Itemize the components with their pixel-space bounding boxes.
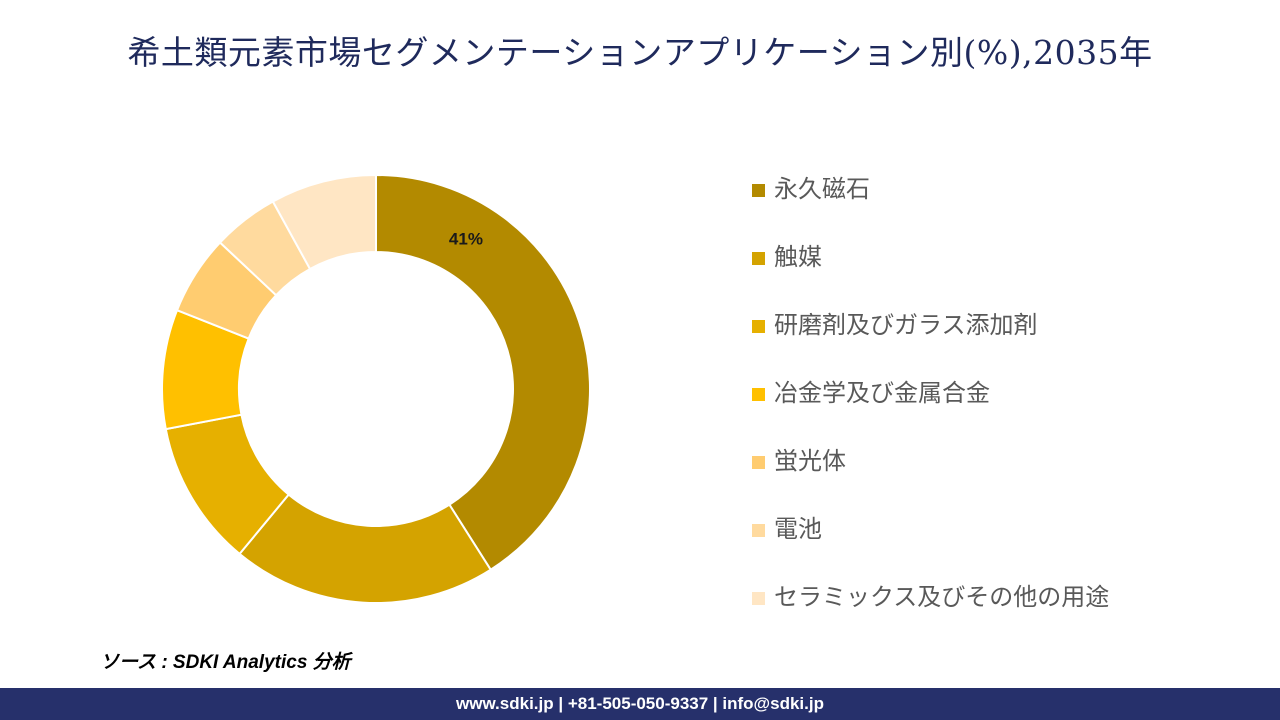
legend-swatch [752, 252, 765, 265]
source-note: ソース : SDKI Analytics 分析 [100, 652, 351, 673]
legend-swatch [752, 456, 765, 469]
legend-item: セラミックス及びその他の用途 [752, 580, 1109, 648]
legend-label: 冶金学及び金属合金 [774, 379, 990, 407]
footer-contact: www.sdki.jp | +81-505-050-9337 | info@sd… [0, 688, 1280, 720]
legend-swatch [752, 524, 765, 537]
legend-item: 蛍光体 [752, 444, 1109, 512]
donut-slice-6 [271, 173, 377, 271]
legend-swatch [752, 320, 765, 333]
chart-title: 希土類元素市場セグメンテーションアプリケーション別(%),2035年 [127, 33, 1153, 72]
legend-label: 触媒 [774, 243, 822, 271]
legend-swatch [752, 388, 765, 401]
donut-chart: 41% [161, 173, 591, 604]
legend-item: 研磨剤及びガラス添加剤 [752, 308, 1109, 376]
legend-label: 研磨剤及びガラス添加剤 [774, 311, 1038, 339]
legend-label: 電池 [774, 515, 822, 543]
legend-label: 蛍光体 [774, 447, 846, 475]
legend-swatch [752, 592, 765, 605]
legend-item: 触媒 [752, 240, 1109, 308]
legend-item: 電池 [752, 512, 1109, 580]
data-label: 41% [449, 229, 483, 248]
legend-label: セラミックス及びその他の用途 [774, 583, 1110, 611]
legend-label: 永久磁石 [774, 175, 870, 203]
donut-slice-1 [238, 493, 493, 604]
legend: 永久磁石触媒研磨剤及びガラス添加剤 冶金学及び金属合金 蛍光体電池セラミックス及びそ… [752, 172, 1109, 648]
legend-item: 冶金学及び金属合金 [752, 376, 1109, 444]
donut-slice-0 [375, 173, 591, 572]
legend-swatch [752, 184, 765, 197]
legend-item: 永久磁石 [752, 172, 1109, 240]
